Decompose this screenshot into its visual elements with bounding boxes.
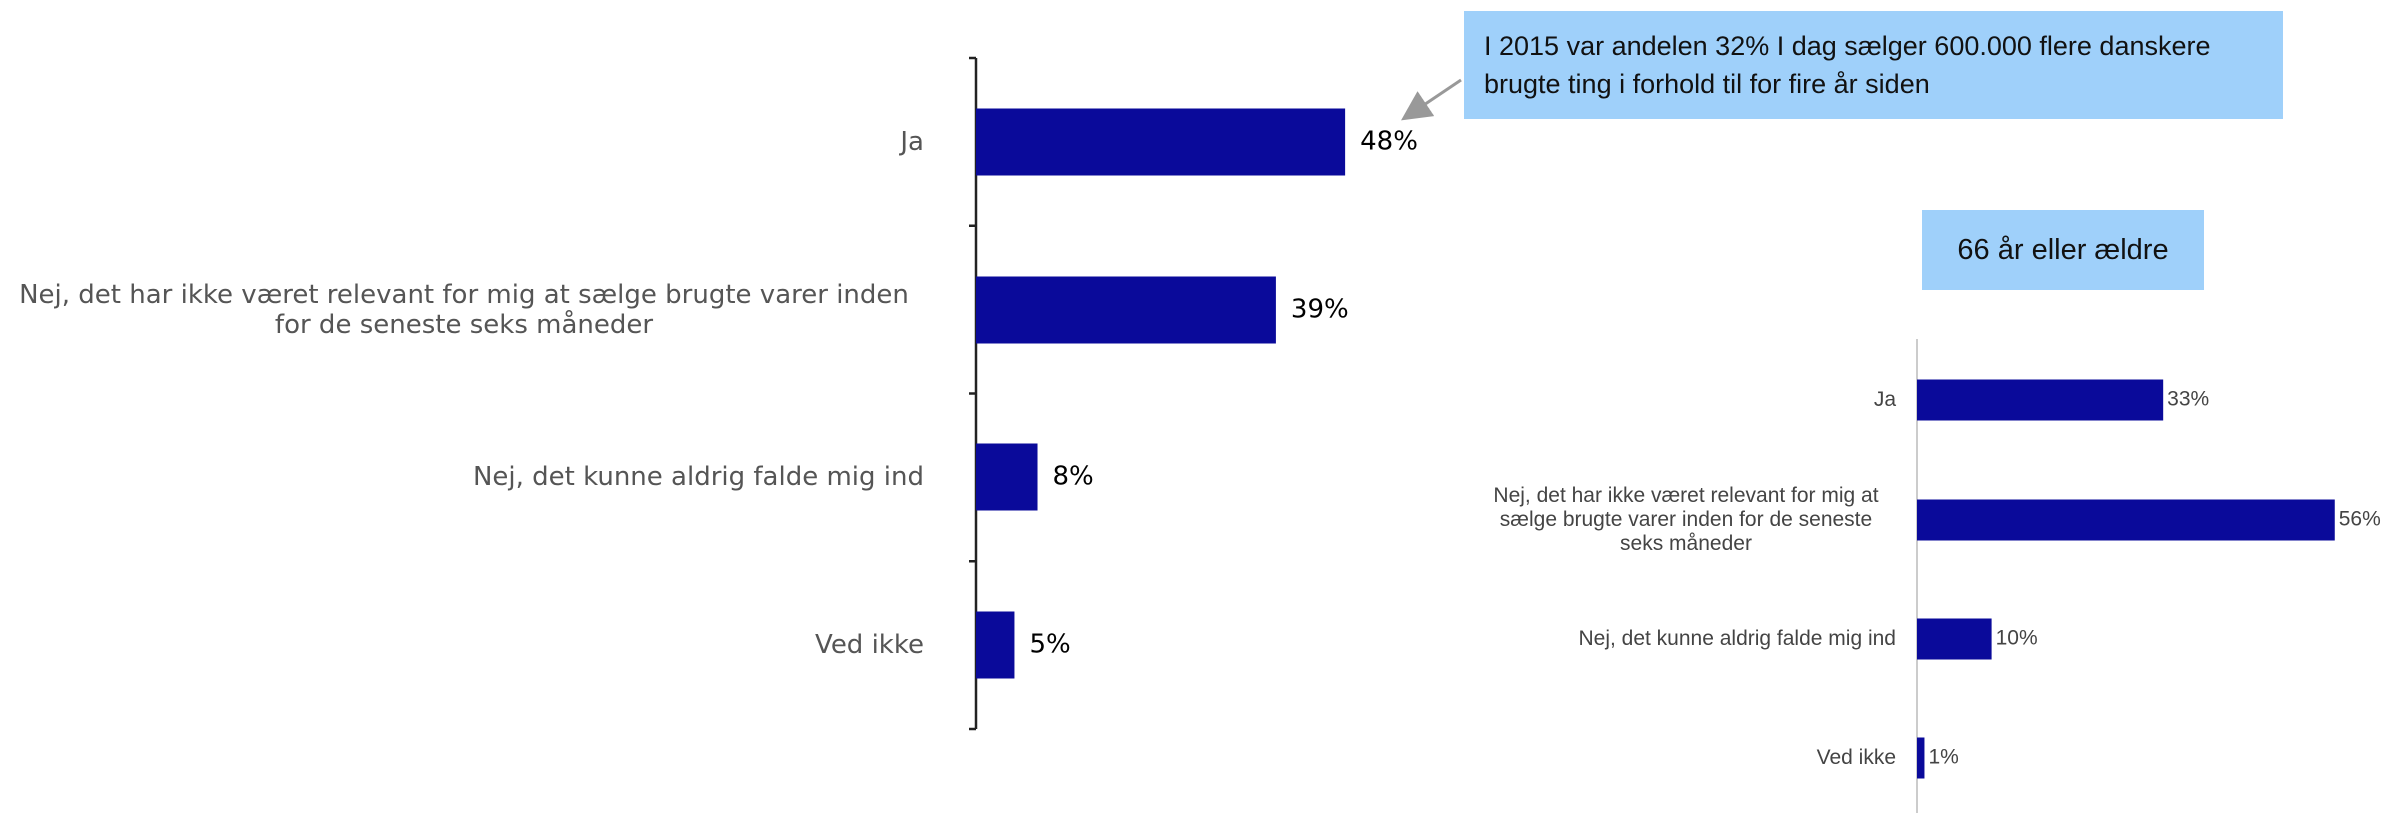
category-text: Ja: [900, 127, 924, 157]
value-label: 10%: [1996, 627, 2038, 650]
annotation-arrow: [1401, 78, 1462, 121]
value-label: 48%: [1360, 127, 1418, 157]
category-text: Nej, det kunne aldrig falde mig ind: [1578, 627, 1896, 650]
bar: [1917, 618, 1992, 660]
bar: [976, 611, 1015, 679]
bar: [1917, 737, 1925, 779]
subtitle-box: 66 år eller ældre: [1922, 210, 2204, 290]
category-label: Ved ikke: [4, 585, 924, 705]
value-label: 1%: [1928, 746, 1958, 769]
category-text: Ja: [1873, 388, 1896, 411]
category-label: Ja: [4, 82, 924, 202]
category-label: Nej, det kunne aldrig falde mig ind: [4, 417, 924, 537]
category-text: Ved ikke: [815, 630, 924, 660]
category-text: Nej, det har ikke været relevant for mig…: [1493, 484, 1879, 555]
category-text: Nej, det kunne aldrig falde mig ind: [472, 462, 924, 492]
value-label: 8%: [1053, 462, 1094, 492]
category-label: Ja: [1476, 340, 1896, 460]
chart-title: 66 år eller ældre: [1957, 233, 2169, 266]
bar: [976, 443, 1038, 511]
category-label: Nej, det har ikke været relevant for mig…: [1476, 460, 1896, 580]
value-label: 39%: [1291, 295, 1349, 325]
bar: [976, 276, 1276, 344]
bar: [1917, 379, 2164, 421]
value-label: 5%: [1029, 630, 1070, 660]
bar: [976, 108, 1346, 176]
category-label: Nej, det har ikke været relevant for mig…: [4, 250, 924, 370]
annotation: I 2015 var andelen 32% I dag sælger 600.…: [1464, 11, 2283, 119]
value-label: 56%: [2339, 508, 2381, 531]
value-label: 33%: [2167, 388, 2209, 411]
category-text: Ved ikke: [1816, 746, 1896, 769]
category-text: Nej, det har ikke været relevant for mig…: [19, 280, 909, 340]
category-label: Nej, det kunne aldrig falde mig ind: [1476, 579, 1896, 699]
bar: [1917, 499, 2335, 541]
category-label: Ved ikke: [1476, 698, 1896, 818]
